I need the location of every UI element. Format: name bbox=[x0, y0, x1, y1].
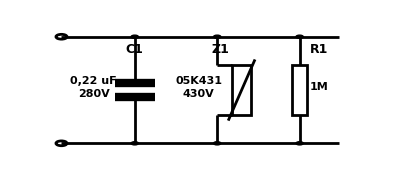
Circle shape bbox=[296, 35, 303, 38]
Text: C1: C1 bbox=[126, 43, 144, 56]
Circle shape bbox=[214, 142, 221, 145]
Text: 05K431
430V: 05K431 430V bbox=[175, 76, 222, 99]
Circle shape bbox=[296, 142, 303, 145]
Circle shape bbox=[131, 142, 138, 145]
Bar bbox=[292, 65, 307, 115]
Bar bbox=[232, 65, 251, 115]
Circle shape bbox=[131, 35, 138, 38]
Circle shape bbox=[214, 35, 221, 38]
Text: R1: R1 bbox=[310, 43, 329, 56]
Text: 0,22 uF
280V: 0,22 uF 280V bbox=[70, 76, 117, 99]
Text: Z1: Z1 bbox=[211, 43, 229, 56]
Text: 1M: 1M bbox=[310, 82, 329, 92]
